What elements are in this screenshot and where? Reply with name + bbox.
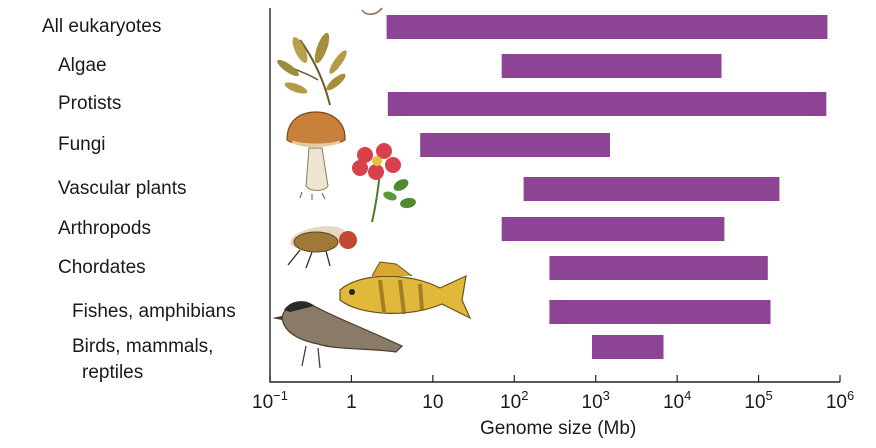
category-label: reptiles (82, 362, 144, 383)
bird-icon (272, 7, 404, 369)
category-label: All eukaryotes (42, 16, 162, 37)
category-label: Arthropods (58, 218, 151, 239)
bar-algae (501, 54, 722, 78)
bars (386, 15, 828, 359)
category-label: Vascular plants (58, 178, 187, 199)
x-tick-label: 106 (826, 388, 854, 413)
rose-icon (352, 143, 416, 223)
mushroom-icon (286, 111, 346, 200)
category-label: Fungi (58, 134, 106, 155)
bar-vascular-plants (523, 177, 780, 201)
x-tick-label: 104 (663, 388, 691, 413)
x-tick-label: 103 (582, 388, 610, 413)
bar-fishes-amphibians (549, 300, 771, 324)
bar-chordates (549, 256, 768, 280)
category-label: Birds, mammals, (72, 336, 214, 357)
bar-arthropods (501, 217, 725, 241)
bar-protists (387, 92, 827, 116)
x-tick-label: 105 (744, 388, 772, 413)
fly-icon (287, 226, 357, 269)
seaweed-icon (277, 32, 347, 106)
x-axis-label: Genome size (Mb) (480, 418, 637, 439)
x-tick-label: 10−1 (252, 388, 288, 413)
x-tick-label: 1 (346, 392, 357, 413)
x-tick-label: 10 (422, 392, 443, 413)
x-axis: 10−1 1 10 102 103 104 105 106 (252, 8, 854, 413)
x-tick-label: 102 (500, 388, 528, 413)
bar-all-eukaryotes (386, 15, 828, 39)
category-label: Protists (58, 93, 122, 114)
category-label: Fishes, amphibians (72, 301, 236, 322)
fish-icon (339, 261, 472, 320)
bar-fungi (420, 133, 610, 157)
category-label: Chordates (58, 257, 146, 278)
category-label: Algae (58, 55, 107, 76)
bar-birds-mammals (592, 335, 664, 359)
